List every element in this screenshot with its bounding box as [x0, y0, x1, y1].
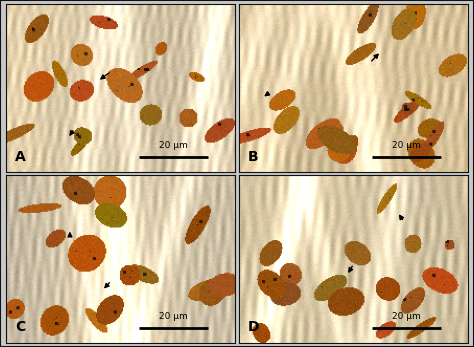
Text: 20 μm: 20 μm: [159, 141, 188, 150]
Text: B: B: [248, 150, 259, 164]
Text: 20 μm: 20 μm: [392, 312, 421, 321]
Text: D: D: [248, 320, 260, 335]
Text: A: A: [15, 150, 26, 164]
Text: 20 μm: 20 μm: [392, 141, 421, 150]
Text: C: C: [15, 320, 25, 335]
Text: 20 μm: 20 μm: [159, 312, 188, 321]
